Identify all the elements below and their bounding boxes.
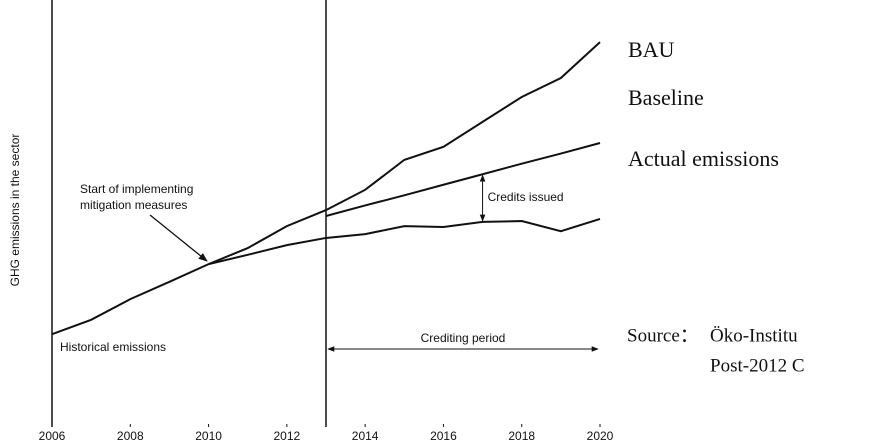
x-tick-label: 2008 bbox=[117, 429, 144, 443]
y-axis-label: GHG emissions in the sector bbox=[8, 134, 22, 287]
annotation: mitigation measures bbox=[80, 198, 187, 212]
annotation: Historical emissions bbox=[60, 340, 166, 354]
annotation: Crediting period bbox=[421, 331, 506, 345]
legend-label: Baseline bbox=[628, 85, 704, 110]
legend-label: Actual emissions bbox=[628, 146, 779, 171]
series-line bbox=[51, 41, 601, 336]
annotation: Start of implementing bbox=[80, 182, 193, 196]
x-tick-label: 2014 bbox=[352, 429, 379, 443]
series-line bbox=[208, 217, 601, 266]
annotation: Credits issued bbox=[488, 190, 564, 204]
x-tick-label: 2006 bbox=[39, 429, 66, 443]
source-label: Source： bbox=[627, 325, 699, 346]
legend-label: BAU bbox=[628, 37, 675, 62]
x-tick-label: 2016 bbox=[430, 429, 457, 443]
x-tick-label: 2020 bbox=[587, 429, 614, 443]
source-text: Öko-Institu bbox=[710, 325, 798, 346]
annotation-arrow bbox=[149, 214, 208, 262]
x-tick-label: 2018 bbox=[508, 429, 535, 443]
series-line bbox=[325, 142, 601, 217]
x-tick-label: 2010 bbox=[195, 429, 222, 443]
label-bg bbox=[417, 331, 509, 346]
x-tick-label: 2012 bbox=[274, 429, 301, 443]
source-text: Post-2012 C bbox=[710, 355, 805, 376]
